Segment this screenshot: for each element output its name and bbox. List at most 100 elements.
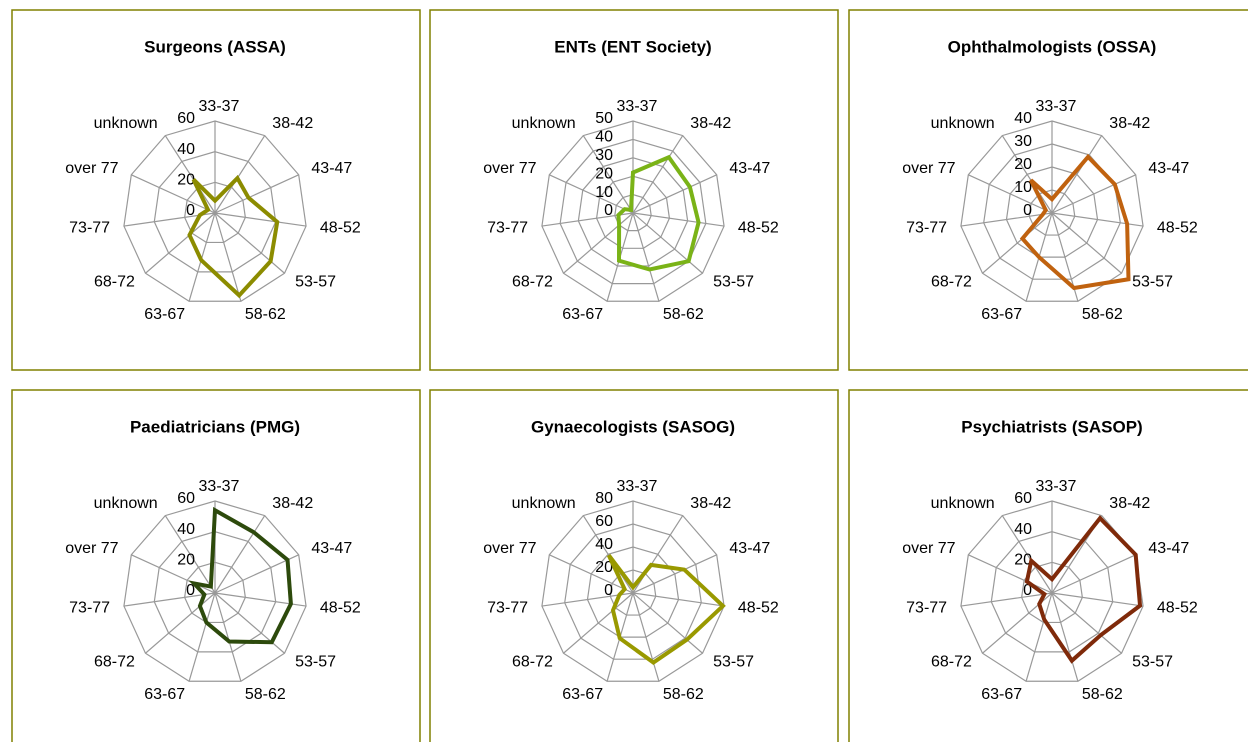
category-label: over 77 bbox=[902, 160, 955, 177]
category-label: 53-57 bbox=[713, 654, 754, 671]
panel-border bbox=[11, 389, 421, 742]
spoke bbox=[563, 592, 634, 654]
spoke bbox=[1051, 592, 1122, 654]
spoke bbox=[188, 592, 216, 682]
y-tick-label: 60 bbox=[177, 490, 195, 507]
chart-title: ENTs (ENT Society) bbox=[554, 37, 711, 56]
spoke bbox=[582, 135, 634, 214]
y-tick-label: 80 bbox=[595, 490, 613, 507]
category-label: unknown bbox=[94, 115, 158, 132]
spoke bbox=[1051, 592, 1144, 607]
category-label: 53-57 bbox=[713, 274, 754, 291]
category-label: 38-42 bbox=[272, 115, 313, 132]
spoke bbox=[1001, 135, 1053, 214]
category-label: 48-52 bbox=[1157, 599, 1198, 616]
category-label: unknown bbox=[931, 115, 995, 132]
category-label: 63-67 bbox=[144, 306, 185, 323]
spoke bbox=[164, 135, 216, 214]
category-label: 63-67 bbox=[562, 306, 603, 323]
y-tick-label: 10 bbox=[1014, 179, 1032, 196]
grid-ring bbox=[541, 500, 725, 682]
spoke bbox=[563, 212, 634, 274]
y-tick-label: 20 bbox=[177, 172, 195, 189]
category-label: 38-42 bbox=[1109, 495, 1150, 512]
spoke bbox=[632, 174, 717, 214]
y-tick-label: 20 bbox=[595, 559, 613, 576]
spoke bbox=[632, 592, 725, 607]
spoke bbox=[131, 174, 216, 214]
category-label: 33-37 bbox=[199, 478, 240, 495]
panel-border bbox=[848, 9, 1248, 371]
category-label: 48-52 bbox=[1157, 219, 1198, 236]
spoke bbox=[632, 135, 684, 214]
spoke bbox=[214, 592, 242, 682]
y-tick-label: 20 bbox=[1014, 552, 1032, 569]
category-label: 53-57 bbox=[295, 274, 336, 291]
category-label: 63-67 bbox=[562, 686, 603, 703]
spoke bbox=[968, 554, 1053, 594]
grid-ring bbox=[1005, 166, 1099, 258]
category-label: 48-52 bbox=[738, 219, 779, 236]
grid-ring bbox=[123, 500, 307, 682]
series-line bbox=[1019, 153, 1131, 291]
spoke bbox=[145, 592, 216, 654]
spoke bbox=[214, 174, 299, 214]
spoke bbox=[632, 212, 703, 274]
category-label: 38-42 bbox=[1109, 115, 1150, 132]
y-tick-label: 40 bbox=[595, 129, 613, 146]
y-tick-label: 20 bbox=[595, 165, 613, 182]
category-label: 58-62 bbox=[245, 686, 286, 703]
series-line bbox=[187, 174, 280, 299]
panel-border bbox=[848, 389, 1248, 742]
category-label: 33-37 bbox=[617, 98, 658, 115]
category-label: over 77 bbox=[902, 540, 955, 557]
spoke bbox=[632, 212, 660, 302]
category-label: 33-37 bbox=[199, 98, 240, 115]
grid-ring bbox=[609, 569, 657, 616]
category-label: 43-47 bbox=[311, 540, 352, 557]
grid-ring bbox=[153, 531, 277, 653]
category-label: unknown bbox=[931, 495, 995, 512]
spoke bbox=[960, 212, 1053, 227]
category-label: 63-67 bbox=[981, 306, 1022, 323]
spoke bbox=[549, 554, 634, 594]
grid-ring bbox=[586, 546, 680, 638]
panel-border bbox=[429, 389, 839, 742]
category-label: 73-77 bbox=[906, 219, 947, 236]
series-line bbox=[606, 554, 726, 665]
category-label: unknown bbox=[512, 495, 576, 512]
y-tick-label: 0 bbox=[1023, 202, 1032, 219]
grid-ring bbox=[541, 120, 725, 302]
category-label: 68-72 bbox=[931, 654, 972, 671]
category-label: 73-77 bbox=[906, 599, 947, 616]
y-tick-label: 20 bbox=[177, 552, 195, 569]
category-label: 33-37 bbox=[1036, 478, 1077, 495]
spoke bbox=[164, 515, 216, 594]
category-label: over 77 bbox=[65, 540, 118, 557]
category-label: 73-77 bbox=[69, 599, 110, 616]
series-line bbox=[616, 154, 701, 272]
spoke bbox=[1051, 212, 1122, 274]
category-label: 73-77 bbox=[69, 219, 110, 236]
category-label: 68-72 bbox=[94, 654, 135, 671]
grid-ring bbox=[990, 531, 1114, 653]
y-tick-label: 10 bbox=[595, 184, 613, 201]
spoke bbox=[1001, 515, 1053, 594]
category-label: 43-47 bbox=[729, 160, 770, 177]
spoke bbox=[1025, 592, 1053, 682]
category-label: 43-47 bbox=[311, 160, 352, 177]
category-label: 43-47 bbox=[1148, 160, 1189, 177]
spoke bbox=[214, 212, 242, 302]
spoke bbox=[214, 554, 299, 594]
spoke bbox=[632, 592, 703, 654]
chart-title: Psychiatrists (SASOP) bbox=[961, 417, 1142, 436]
category-label: 68-72 bbox=[512, 654, 553, 671]
category-label: 58-62 bbox=[1082, 686, 1123, 703]
y-tick-label: 0 bbox=[186, 582, 195, 599]
category-label: 33-37 bbox=[617, 478, 658, 495]
